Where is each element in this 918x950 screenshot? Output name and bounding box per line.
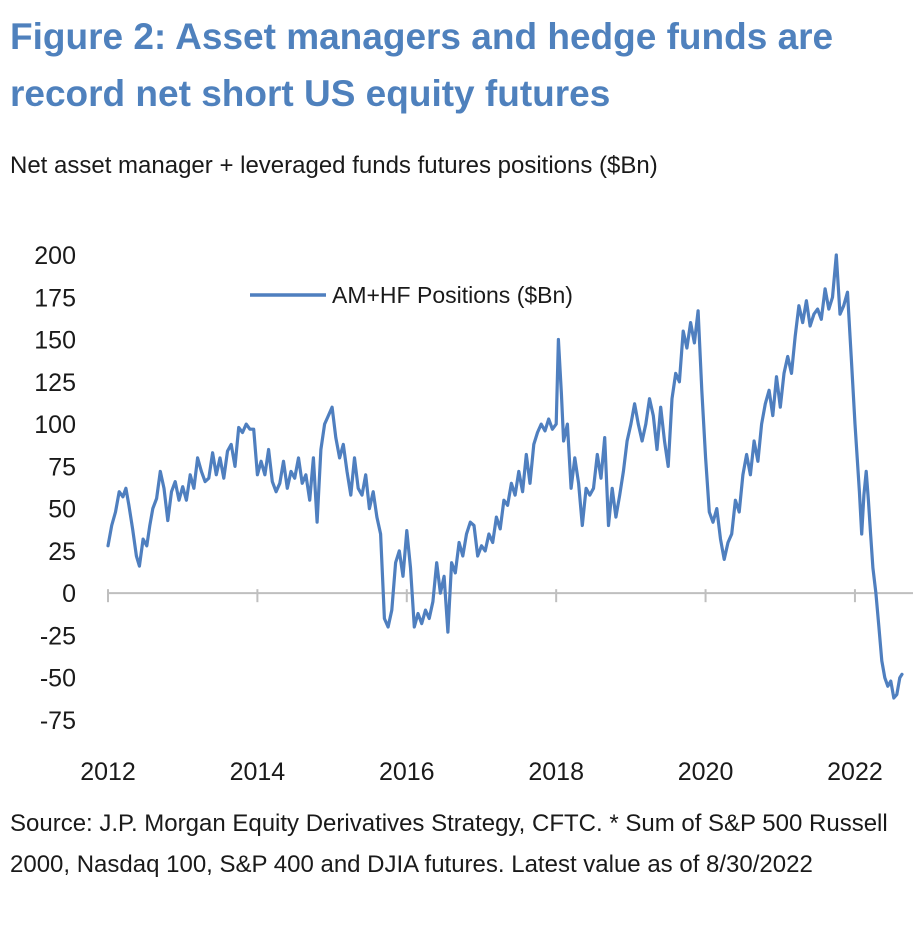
series-line xyxy=(106,253,904,700)
y-tick-label: 200 xyxy=(34,242,76,270)
x-tick-label: 2020 xyxy=(678,758,734,786)
y-axis: 200 175 150 125 100 75 50 25 0 -25 -50 -75 xyxy=(34,242,76,735)
y-tick-label: 100 xyxy=(34,411,76,439)
x-tick-label: 2012 xyxy=(80,758,136,786)
x-axis: 2012 2014 2016 2018 2020 2022 xyxy=(80,589,913,786)
chart-subtitle: Net asset manager + leveraged funds futu… xyxy=(10,152,658,179)
series-group xyxy=(106,253,904,700)
y-tick-label: -75 xyxy=(40,707,76,735)
line-chart: 200 175 150 125 100 75 50 25 0 -25 -50 -75 2012 2014… xyxy=(34,242,913,786)
x-tick-label: 2022 xyxy=(827,758,883,786)
y-tick-label: 50 xyxy=(48,496,76,524)
legend-label: AM+HF Positions ($Bn) xyxy=(332,282,573,308)
y-tick-label: 0 xyxy=(62,580,76,608)
y-tick-label: 25 xyxy=(48,538,76,566)
y-tick-label: 175 xyxy=(34,284,76,312)
x-tick-label: 2014 xyxy=(230,758,286,786)
legend: AM+HF Positions ($Bn) xyxy=(250,282,573,308)
y-tick-label: 75 xyxy=(48,453,76,481)
y-tick-label: -25 xyxy=(40,622,76,650)
y-tick-label: 150 xyxy=(34,327,76,355)
x-tick-label: 2018 xyxy=(528,758,584,786)
y-tick-label: 125 xyxy=(34,369,76,397)
y-tick-label: -50 xyxy=(40,665,76,693)
source-note: Source: J.P. Morgan Equity Derivatives S… xyxy=(10,810,888,878)
x-tick-label: 2016 xyxy=(379,758,435,786)
chart-title: Figure 2: Asset managers and hedge funds… xyxy=(10,16,834,114)
